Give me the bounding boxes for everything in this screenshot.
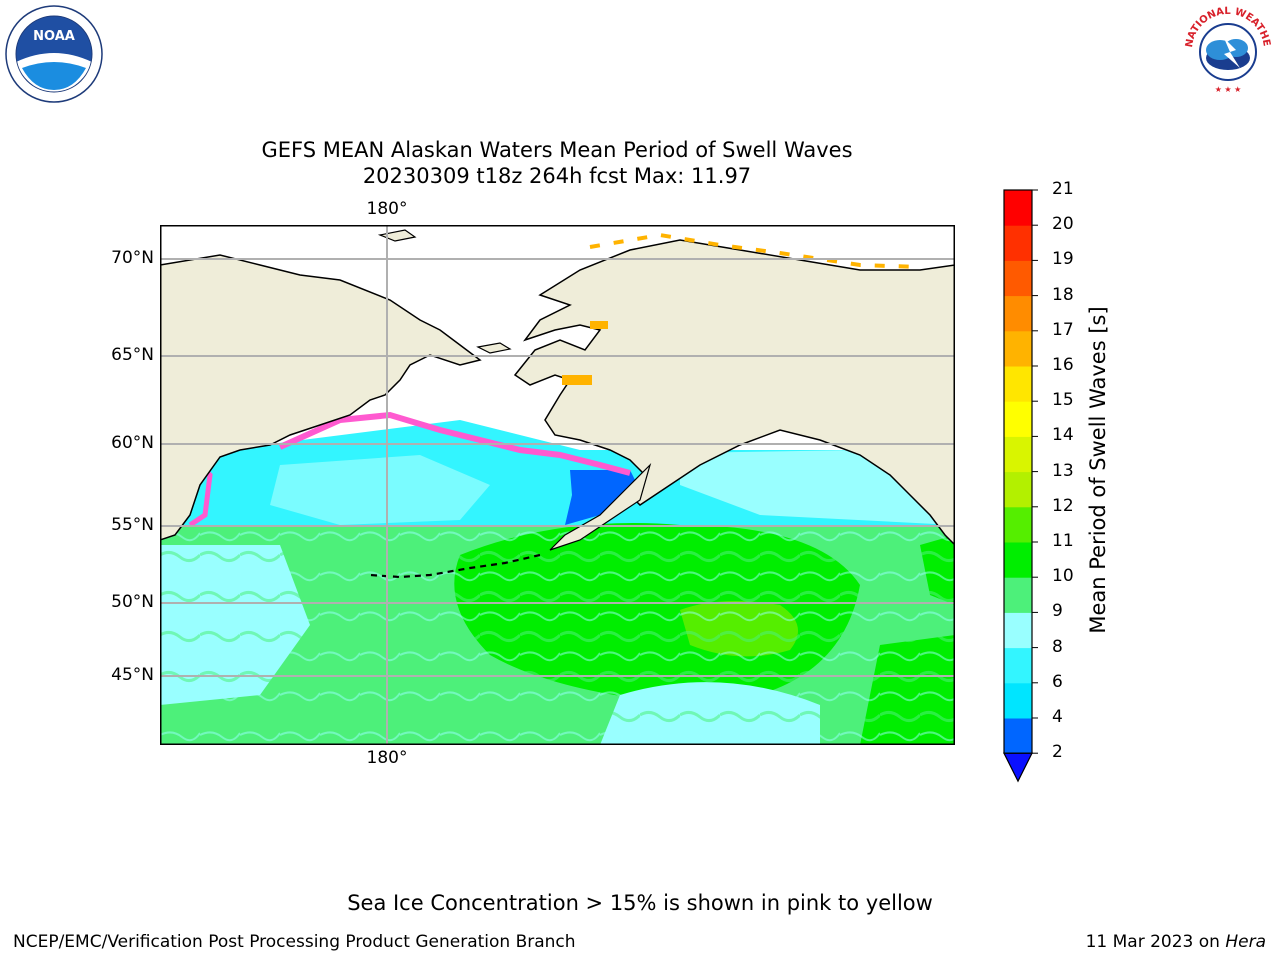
lat-label-55: 55°N bbox=[111, 515, 154, 535]
graticule bbox=[160, 225, 955, 745]
chart-subtitle: 20230309 t18z 264h fcst Max: 11.97 bbox=[362, 164, 752, 188]
alaska-peninsula bbox=[549, 462, 652, 551]
aleutian-islands bbox=[369, 553, 541, 579]
colorbar-tick-label: 6 bbox=[1052, 671, 1063, 692]
sea-ice-note: Sea Ice Concentration > 15% is shown in … bbox=[347, 891, 933, 915]
colorbar-segment bbox=[1004, 295, 1032, 332]
colorbar-segment bbox=[1004, 190, 1032, 226]
colorbar-tick-label: 14 bbox=[1052, 425, 1074, 446]
colorbar-tick-label: 11 bbox=[1052, 531, 1074, 551]
colorbar-tick-label: 10 bbox=[1052, 566, 1074, 587]
lon-label-bottom: 180° bbox=[366, 748, 408, 768]
colorbar-tick-label: 4 bbox=[1052, 707, 1063, 727]
land-siberia bbox=[160, 254, 482, 541]
footer-machine: Hera bbox=[1225, 932, 1266, 952]
lat-label-70: 70°N bbox=[111, 248, 154, 268]
chart-title: GEFS MEAN Alaskan Waters Mean Period of … bbox=[261, 138, 853, 162]
footer-date: 11 Mar 2023 on Hera bbox=[1086, 932, 1266, 952]
colorbar bbox=[1003, 189, 1038, 783]
bristol-bay-blue bbox=[565, 470, 640, 525]
colorbar-tick-label: 2 bbox=[1052, 742, 1063, 763]
colorbar-tick-label: 17 bbox=[1052, 319, 1074, 340]
lon-label-top: 180° bbox=[366, 199, 408, 219]
colorbar-extend-triangle bbox=[1003, 752, 1033, 783]
colorbar-segment bbox=[1004, 401, 1032, 437]
colorbar-segment bbox=[1004, 260, 1032, 297]
lat-label-50: 50°N bbox=[111, 592, 154, 612]
colorbar-segment bbox=[1004, 682, 1032, 719]
colorbar-segment bbox=[1004, 577, 1032, 613]
colorbar-tick-label: 20 bbox=[1052, 214, 1074, 235]
colorbar-segment bbox=[1004, 225, 1032, 261]
colorbar-segment bbox=[1004, 436, 1032, 473]
footer-date-text: 11 Mar 2023 on bbox=[1085, 932, 1226, 952]
colorbar-tick-label: 13 bbox=[1052, 460, 1074, 481]
colorbar-label: Mean Period of Swell Waves [s] bbox=[1086, 306, 1110, 634]
colorbar-segment bbox=[1004, 471, 1032, 508]
colorbar-segment bbox=[1004, 612, 1032, 649]
colorbar-segment bbox=[1004, 647, 1032, 684]
colorbar-segment bbox=[1004, 542, 1032, 578]
colorbar-tick-label: 16 bbox=[1052, 355, 1074, 375]
colorbar-tick-label: 18 bbox=[1052, 284, 1074, 305]
colorbar-tick-label: 19 bbox=[1052, 249, 1074, 270]
colorbar-tick-label: 8 bbox=[1052, 636, 1063, 657]
colorbar-segment bbox=[1004, 718, 1032, 754]
footer-branch: NCEP/EMC/Verification Post Processing Pr… bbox=[13, 932, 576, 952]
colorbar-segment bbox=[1004, 330, 1032, 367]
map bbox=[160, 225, 955, 745]
colorbar-segment bbox=[1004, 366, 1032, 402]
bering-cyan-patch bbox=[270, 455, 490, 525]
nws-logo: NATIONAL WEATHER SERVICE ★ ★ ★ bbox=[1180, 2, 1274, 96]
noaa-logo: NOAA bbox=[5, 5, 103, 103]
svg-text:★ ★ ★: ★ ★ ★ bbox=[1215, 85, 1242, 94]
colorbar-tick-label: 21 bbox=[1052, 179, 1074, 199]
noaa-logo-text: NOAA bbox=[33, 29, 75, 44]
colorbar-tick-label: 9 bbox=[1052, 601, 1063, 622]
colorbar-tick-label: 12 bbox=[1052, 495, 1074, 516]
sea-ice-edge bbox=[278, 411, 631, 476]
colorbar-segment bbox=[1004, 506, 1032, 543]
lat-label-65: 65°N bbox=[111, 345, 154, 365]
colorbar-tick-label: 15 bbox=[1052, 390, 1074, 411]
lat-label-45: 45°N bbox=[111, 665, 154, 685]
lat-label-60: 60°N bbox=[111, 433, 154, 453]
